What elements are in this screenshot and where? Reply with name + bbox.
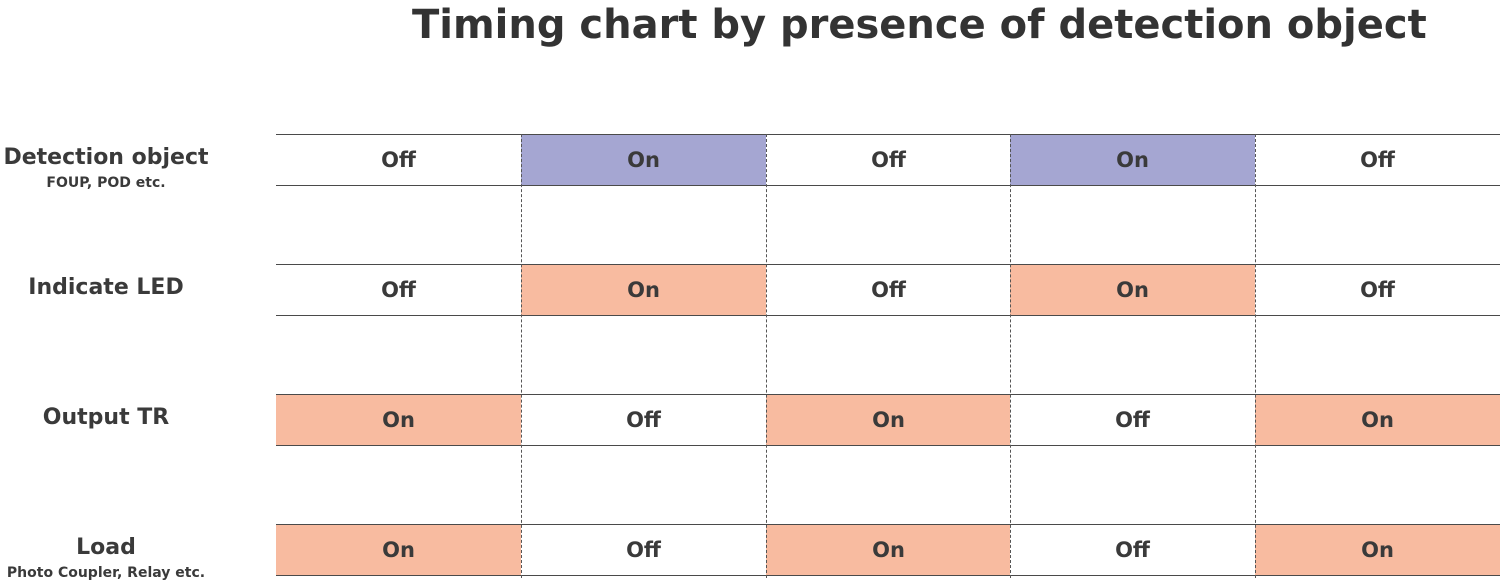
transition-line bbox=[521, 134, 522, 578]
row-sublabel-text: Photo Coupler, Relay etc. bbox=[6, 565, 206, 581]
state-label: Off bbox=[871, 278, 906, 302]
state-cell: On bbox=[1255, 525, 1500, 575]
state-cell: Off bbox=[276, 135, 521, 185]
state-label: Off bbox=[381, 148, 416, 172]
timing-row-output-tr: On Off On Off On bbox=[276, 394, 1500, 446]
state-cell: Off bbox=[1010, 525, 1255, 575]
row-label-text: Output TR bbox=[42, 405, 170, 430]
state-cell: On bbox=[276, 525, 521, 575]
state-cell: On bbox=[276, 395, 521, 445]
state-label: Off bbox=[1115, 538, 1150, 562]
state-label: Off bbox=[1360, 148, 1395, 172]
state-cell: Off bbox=[1010, 395, 1255, 445]
row-label-output-tr: Output TR bbox=[0, 405, 212, 431]
row-label-text: Detection object bbox=[3, 145, 209, 170]
timing-row-load: On Off On Off On bbox=[276, 524, 1500, 576]
state-label: Off bbox=[1360, 278, 1395, 302]
row-sublabel-text: FOUP, POD etc. bbox=[46, 175, 166, 191]
transition-line bbox=[1010, 134, 1011, 578]
state-cell: Off bbox=[521, 395, 766, 445]
row-label-text: Indicate LED bbox=[28, 275, 184, 300]
state-label: On bbox=[627, 148, 660, 172]
state-cell: On bbox=[1010, 265, 1255, 315]
state-cell: On bbox=[766, 525, 1011, 575]
state-cell: Off bbox=[1255, 265, 1500, 315]
state-label: Off bbox=[626, 408, 661, 432]
row-label-load: Load Photo Coupler, Relay etc. bbox=[0, 535, 212, 582]
timing-row-indicate-led: Off On Off On Off bbox=[276, 264, 1500, 316]
state-label: Off bbox=[1115, 408, 1150, 432]
timing-row-detection-object: Off On Off On Off bbox=[276, 134, 1500, 186]
state-cell: On bbox=[1010, 135, 1255, 185]
chart-title: Timing chart by presence of detection ob… bbox=[412, 2, 1427, 48]
state-cell: On bbox=[521, 135, 766, 185]
state-label: Off bbox=[626, 538, 661, 562]
state-label: On bbox=[872, 408, 905, 432]
state-cell: Off bbox=[766, 135, 1011, 185]
state-cell: On bbox=[521, 265, 766, 315]
state-cell: Off bbox=[766, 265, 1011, 315]
state-label: On bbox=[1361, 538, 1394, 562]
state-cell: Off bbox=[521, 525, 766, 575]
transition-line bbox=[1255, 134, 1256, 578]
row-label-indicate-led: Indicate LED bbox=[0, 275, 212, 301]
state-cell: Off bbox=[276, 265, 521, 315]
state-cell: Off bbox=[1255, 135, 1500, 185]
row-label-text: Load bbox=[76, 535, 136, 560]
state-label: On bbox=[627, 278, 660, 302]
state-label: On bbox=[1116, 148, 1149, 172]
state-cell: On bbox=[766, 395, 1011, 445]
state-cell: On bbox=[1255, 395, 1500, 445]
state-label: On bbox=[382, 538, 415, 562]
row-label-detection-object: Detection object FOUP, POD etc. bbox=[0, 145, 212, 192]
transition-line bbox=[766, 134, 767, 578]
state-label: On bbox=[872, 538, 905, 562]
state-label: On bbox=[382, 408, 415, 432]
state-label: Off bbox=[871, 148, 906, 172]
state-label: On bbox=[1361, 408, 1394, 432]
state-label: Off bbox=[381, 278, 416, 302]
state-label: On bbox=[1116, 278, 1149, 302]
